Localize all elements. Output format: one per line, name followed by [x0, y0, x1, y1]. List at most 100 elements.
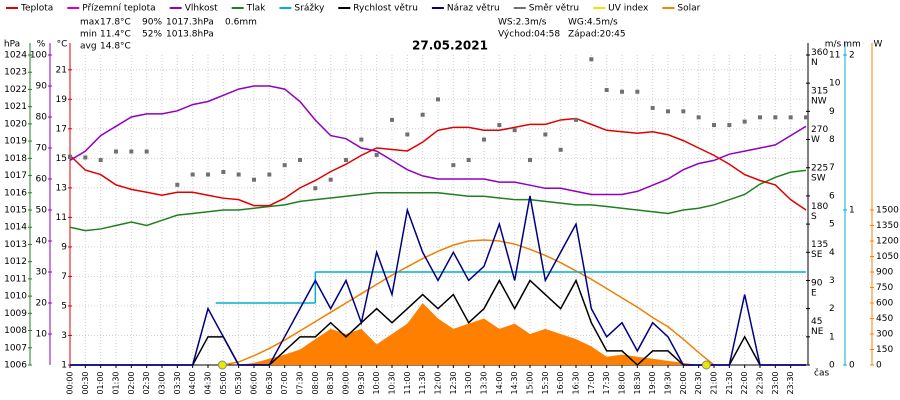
- direction-point: [190, 172, 195, 177]
- x-tick-label: 07:00: [280, 371, 289, 394]
- y-tick-label: 13: [56, 183, 67, 193]
- y-tick-label: 9: [829, 107, 835, 117]
- direction-point: [604, 88, 609, 93]
- y-tick-label: 11: [56, 213, 67, 223]
- x-tick-label: 19:30: [664, 371, 673, 394]
- y-tick-label: 1010: [4, 292, 27, 302]
- x-tick-label: 10:30: [388, 371, 397, 394]
- direction-point: [512, 128, 517, 133]
- direction-point: [252, 177, 256, 182]
- x-tick-label: 22:30: [756, 371, 765, 394]
- y-tick-label: 1500: [876, 206, 899, 216]
- y-tick-label: 5: [61, 301, 67, 311]
- series-line: [70, 195, 806, 366]
- wind-stat: WS:2.3m/s: [498, 18, 547, 28]
- series-line: [69, 169, 807, 232]
- y-tick-label: 1012: [4, 257, 27, 267]
- direction-point: [144, 149, 149, 154]
- y-tick-label: 4: [829, 248, 835, 258]
- y-tick-label: 19: [56, 95, 68, 105]
- axis-unit: °C: [57, 40, 68, 50]
- direction-point: [466, 158, 471, 163]
- series-area: [70, 303, 806, 365]
- direction-point: [589, 57, 594, 62]
- direction-point: [68, 154, 72, 159]
- x-tick-label: 18:00: [618, 371, 627, 394]
- y-tick-label: 1007: [4, 343, 27, 353]
- direction-point: [420, 112, 425, 117]
- direction-point: [788, 115, 793, 120]
- direction-point: [267, 172, 272, 177]
- y-tick-label: 1: [829, 332, 835, 342]
- y-tick-label: 60: [36, 175, 48, 185]
- y-tick-label: 180: [811, 202, 828, 212]
- stat: max: [80, 18, 100, 28]
- direction-point: [543, 132, 548, 137]
- x-tick-label: 08:00: [311, 371, 320, 394]
- stat: 0.6mm: [225, 18, 257, 28]
- y-tick-label: 300: [876, 330, 893, 340]
- uv-point: [701, 360, 711, 370]
- x-tick-label: 01:30: [112, 371, 121, 394]
- y-tick-label: 8: [829, 135, 835, 145]
- legend-label: Náraz větru: [447, 4, 500, 14]
- y-tick-label: 1006: [4, 361, 27, 371]
- x-tick-label: 17:00: [587, 371, 596, 394]
- y-tick-label: 3: [61, 331, 67, 341]
- x-tick-label: 14:00: [495, 371, 504, 394]
- stat: 11.4°C: [100, 30, 131, 40]
- direction-point: [236, 172, 241, 177]
- direction-point: [390, 117, 394, 122]
- y-tick-label: 1022: [4, 85, 27, 95]
- direction-point: [114, 149, 118, 154]
- x-tick-label: 20:00: [679, 371, 688, 394]
- direction-point: [313, 186, 318, 191]
- y-tick-label: 100: [30, 51, 47, 61]
- direction-point: [727, 123, 732, 128]
- direction-point: [804, 115, 808, 120]
- x-tick-label: 15:00: [526, 371, 535, 394]
- y-tick-label: 1019: [4, 137, 27, 147]
- x-tick-label: 11:30: [418, 371, 427, 394]
- axis-unit: mm: [843, 40, 861, 50]
- x-tick-label: 21:30: [725, 371, 734, 394]
- y-tick-label: 1050: [876, 252, 899, 262]
- x-tick-label: 15:30: [541, 371, 550, 394]
- direction-point: [221, 169, 226, 174]
- y-tick-label: 1020: [4, 119, 27, 129]
- y-tick-label: 360: [811, 48, 828, 58]
- x-tick-label: 09:00: [342, 371, 351, 394]
- axis-unit: m/s: [825, 40, 842, 50]
- direction-point: [758, 115, 762, 120]
- legend-label: Vlhkost: [185, 4, 218, 14]
- y-tick-label: 20: [36, 299, 48, 309]
- direction-point: [98, 158, 103, 163]
- stat: 17.8°C: [100, 18, 131, 28]
- direction-point: [650, 105, 655, 110]
- y-tick-label: 15: [56, 154, 67, 164]
- x-tick-label: 17:30: [602, 371, 611, 394]
- x-tick-label: 02:30: [142, 371, 151, 394]
- y-tick-label: 1017: [4, 171, 27, 181]
- stat: 14.8°C: [100, 42, 131, 52]
- direction-point: [696, 115, 701, 120]
- y-tick-label: 7: [829, 163, 835, 173]
- direction-point: [528, 158, 532, 163]
- stat: min: [80, 30, 97, 40]
- y-tick-label: 135: [811, 240, 828, 250]
- y-tick-label: 45: [811, 317, 822, 327]
- y-tick-label: 0: [829, 361, 835, 371]
- legend-label: Směr větru: [529, 4, 579, 14]
- x-tick-label: 01:00: [96, 371, 105, 394]
- direction-point: [666, 109, 670, 114]
- x-tick-label: 05:00: [219, 371, 228, 394]
- stat: 1017.3hPa: [166, 18, 214, 28]
- x-tick-label: 06:30: [265, 371, 274, 394]
- sun-time: Západ:20:45: [568, 30, 626, 40]
- y-tick-label: 2: [849, 51, 855, 61]
- compass-label: NE: [811, 327, 824, 337]
- y-tick-label: 10: [36, 330, 48, 340]
- uv-point: [217, 360, 227, 370]
- y-tick-label: 21: [56, 65, 67, 75]
- y-tick-label: 5: [829, 220, 835, 230]
